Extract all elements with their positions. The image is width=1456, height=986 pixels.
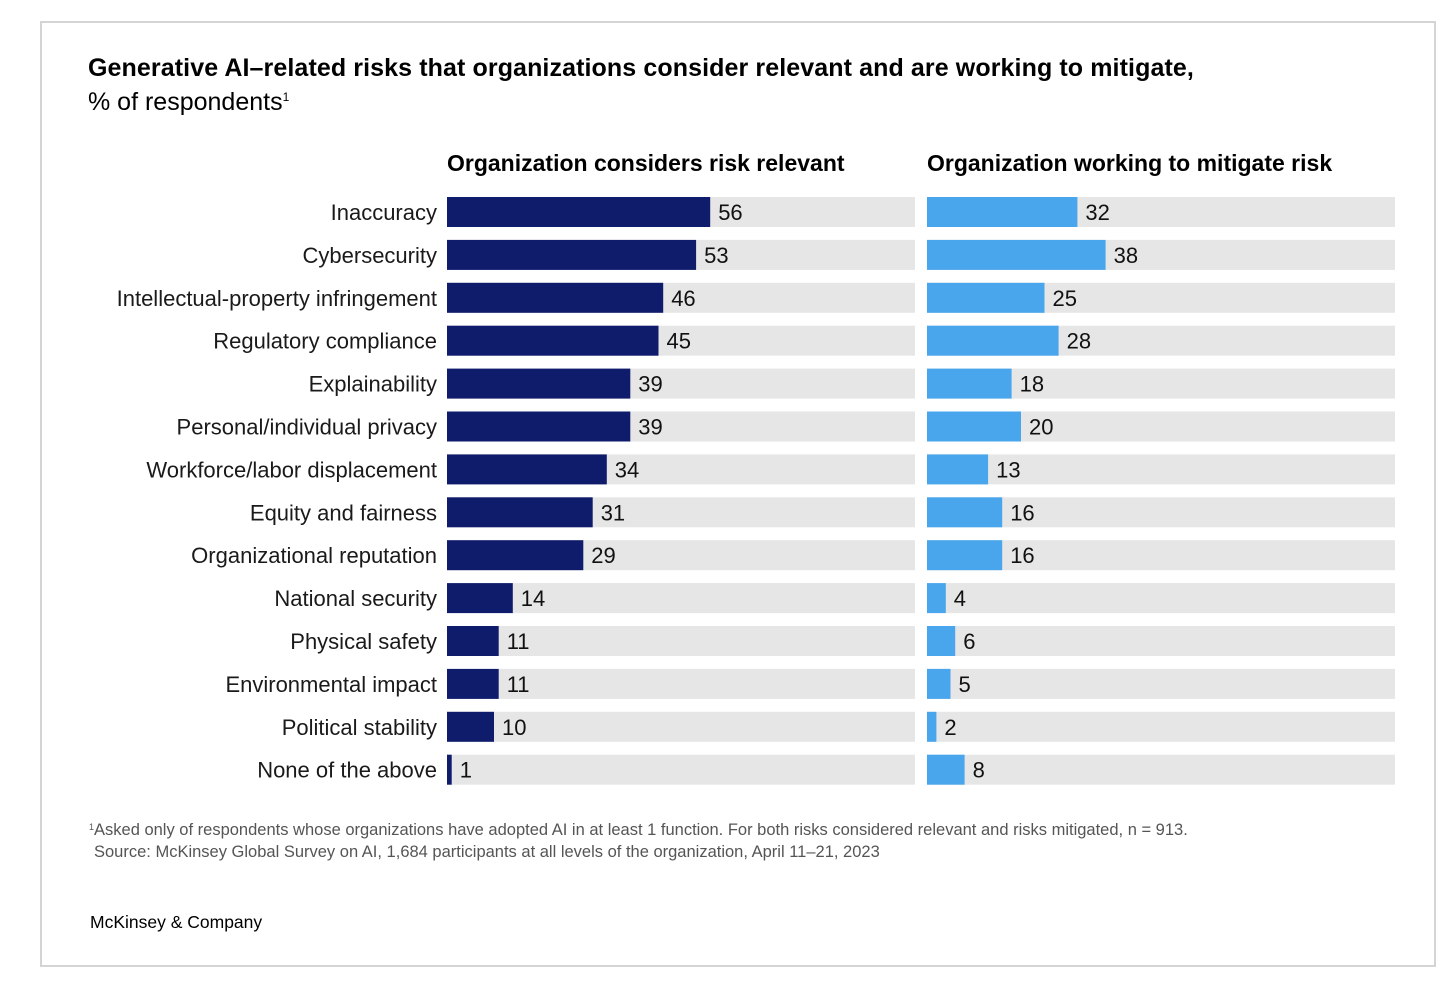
bar-relevant-regulatory-compliance <box>447 325 659 356</box>
panel-title-relevant: Organization considers risk relevant <box>447 150 845 176</box>
bar-mitigate-regulatory-compliance <box>927 325 1059 356</box>
value-label-relevant-intellectual-property-infringement: 46 <box>671 286 695 311</box>
category-label-explainability: Explainability <box>309 372 437 397</box>
bar-relevant-explainability <box>447 368 631 399</box>
bar-mitigate-environmental-impact <box>927 668 951 699</box>
value-label-mitigate-explainability: 18 <box>1020 372 1044 397</box>
value-label-relevant-workforce-labor-displacement: 34 <box>615 457 639 482</box>
bar-mitigate-inaccuracy <box>927 197 1078 227</box>
value-label-relevant-organizational-reputation: 29 <box>591 543 615 568</box>
bar-relevant-equity-and-fairness <box>447 497 593 528</box>
bar-track-mitigate-equity-and-fairness <box>927 497 1395 528</box>
value-label-mitigate-inaccuracy: 32 <box>1085 200 1109 225</box>
value-label-relevant-regulatory-compliance: 45 <box>667 329 691 354</box>
bar-relevant-personal-individual-privacy <box>447 411 631 442</box>
bar-relevant-cybersecurity <box>447 239 697 270</box>
bar-track-relevant-none-of-the-above <box>447 754 915 785</box>
value-label-relevant-personal-individual-privacy: 39 <box>638 415 662 440</box>
bar-mitigate-national-security <box>927 583 946 614</box>
subtitle-footnote-marker: 1 <box>282 90 290 104</box>
bar-track-mitigate-national-security <box>927 583 1395 614</box>
bar-mitigate-explainability <box>927 368 1012 399</box>
bar-relevant-organizational-reputation <box>447 540 584 571</box>
value-label-mitigate-political-stability: 2 <box>944 715 956 740</box>
footnote-text: 1Asked only of respondents whose organiz… <box>89 821 1188 840</box>
bar-mitigate-organizational-reputation <box>927 540 1003 571</box>
bar-track-mitigate-workforce-labor-displacement <box>927 454 1395 485</box>
value-label-relevant-political-stability: 10 <box>502 715 526 740</box>
bar-mitigate-cybersecurity <box>927 239 1106 270</box>
value-label-relevant-environmental-impact: 11 <box>507 672 530 697</box>
value-label-mitigate-national-security: 4 <box>954 586 966 611</box>
value-label-relevant-national-security: 14 <box>521 586 545 611</box>
value-label-mitigate-none-of-the-above: 8 <box>973 758 985 783</box>
category-label-equity-and-fairness: Equity and fairness <box>250 500 437 525</box>
bar-track-mitigate-organizational-reputation <box>927 540 1395 571</box>
bar-track-relevant-environmental-impact <box>447 668 915 699</box>
chart-frame <box>40 21 1436 967</box>
panel-title-mitigate: Organization working to mitigate risk <box>927 150 1333 176</box>
bar-mitigate-none-of-the-above <box>927 754 965 785</box>
footnote-marker: 1 <box>89 822 95 832</box>
chart-title: Generative AI–related risks that organiz… <box>88 54 1194 82</box>
value-label-mitigate-physical-safety: 6 <box>963 629 975 654</box>
bar-relevant-environmental-impact <box>447 668 499 699</box>
value-label-mitigate-personal-individual-privacy: 20 <box>1029 415 1053 440</box>
bar-relevant-workforce-labor-displacement <box>447 454 607 485</box>
bar-mitigate-intellectual-property-infringement <box>927 282 1045 313</box>
category-label-regulatory-compliance: Regulatory compliance <box>213 329 437 354</box>
bar-mitigate-physical-safety <box>927 626 956 656</box>
value-label-mitigate-intellectual-property-infringement: 25 <box>1053 286 1077 311</box>
chart-subtitle: % of respondents1 <box>88 88 289 117</box>
bar-track-mitigate-environmental-impact <box>927 668 1395 699</box>
bar-track-relevant-physical-safety <box>447 626 915 656</box>
subtitle-text: % of respondents <box>88 88 283 116</box>
category-label-inaccuracy: Inaccuracy <box>331 200 437 225</box>
category-label-intellectual-property-infringement: Intellectual-property infringement <box>117 286 437 311</box>
bar-mitigate-workforce-labor-displacement <box>927 454 989 485</box>
brand-logo-text: McKinsey & Company <box>90 912 263 932</box>
bar-track-relevant-national-security <box>447 583 915 614</box>
value-label-relevant-physical-safety: 11 <box>507 629 530 654</box>
category-label-political-stability: Political stability <box>282 715 437 740</box>
category-label-national-security: National security <box>274 586 437 611</box>
category-label-none-of-the-above: None of the above <box>257 758 437 783</box>
value-label-relevant-inaccuracy: 56 <box>718 200 742 225</box>
category-label-workforce-labor-displacement: Workforce/labor displacement <box>146 457 437 482</box>
category-label-organizational-reputation: Organizational reputation <box>191 543 437 568</box>
value-label-mitigate-equity-and-fairness: 16 <box>1010 500 1034 525</box>
category-label-environmental-impact: Environmental impact <box>225 672 437 697</box>
footnote-body: Asked only of respondents whose organiza… <box>94 821 1188 839</box>
value-label-mitigate-cybersecurity: 38 <box>1114 243 1138 268</box>
value-label-relevant-none-of-the-above: 1 <box>460 758 472 783</box>
value-label-mitigate-regulatory-compliance: 28 <box>1067 329 1091 354</box>
bar-track-mitigate-physical-safety <box>927 626 1395 656</box>
bar-relevant-none-of-the-above <box>447 754 452 785</box>
category-label-cybersecurity: Cybersecurity <box>303 243 437 268</box>
bar-track-mitigate-none-of-the-above <box>927 754 1395 785</box>
bar-relevant-intellectual-property-infringement <box>447 282 664 313</box>
category-label-personal-individual-privacy: Personal/individual privacy <box>177 415 437 440</box>
value-label-mitigate-organizational-reputation: 16 <box>1010 543 1034 568</box>
value-label-mitigate-workforce-labor-displacement: 13 <box>996 457 1020 482</box>
bar-track-mitigate-political-stability <box>927 711 1395 742</box>
bar-relevant-political-stability <box>447 711 494 742</box>
value-label-relevant-explainability: 39 <box>638 372 662 397</box>
bar-mitigate-personal-individual-privacy <box>927 411 1021 442</box>
bar-relevant-physical-safety <box>447 626 499 656</box>
bar-mitigate-political-stability <box>927 711 937 742</box>
bar-relevant-inaccuracy <box>447 197 711 227</box>
value-label-relevant-cybersecurity: 53 <box>704 243 728 268</box>
value-label-relevant-equity-and-fairness: 31 <box>601 500 625 525</box>
bar-mitigate-equity-and-fairness <box>927 497 1003 528</box>
footnote-source: Source: McKinsey Global Survey on AI, 1,… <box>94 843 880 861</box>
bar-relevant-national-security <box>447 583 513 614</box>
bar-track-relevant-political-stability <box>447 711 915 742</box>
category-label-physical-safety: Physical safety <box>290 629 437 654</box>
value-label-mitigate-environmental-impact: 5 <box>959 672 971 697</box>
